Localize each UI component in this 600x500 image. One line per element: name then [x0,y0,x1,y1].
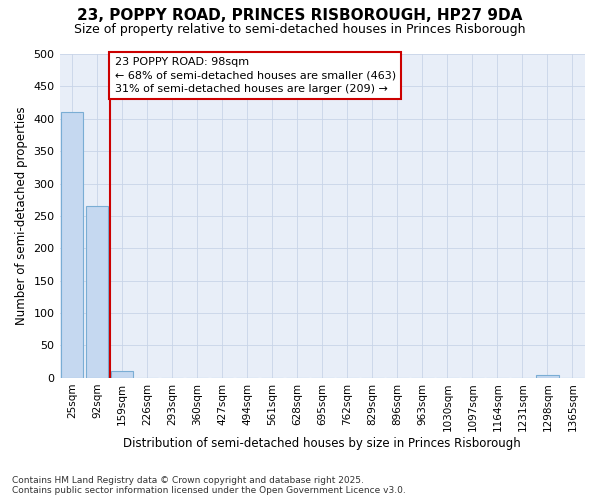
Text: 23, POPPY ROAD, PRINCES RISBOROUGH, HP27 9DA: 23, POPPY ROAD, PRINCES RISBOROUGH, HP27… [77,8,523,22]
X-axis label: Distribution of semi-detached houses by size in Princes Risborough: Distribution of semi-detached houses by … [124,437,521,450]
Bar [536,374,559,378]
Bar [61,112,83,378]
Text: Size of property relative to semi-detached houses in Princes Risborough: Size of property relative to semi-detach… [74,22,526,36]
Bar [111,372,133,378]
Bar [86,206,109,378]
Text: Contains HM Land Registry data © Crown copyright and database right 2025.
Contai: Contains HM Land Registry data © Crown c… [12,476,406,495]
Y-axis label: Number of semi-detached properties: Number of semi-detached properties [15,106,28,325]
Text: 23 POPPY ROAD: 98sqm
← 68% of semi-detached houses are smaller (463)
31% of semi: 23 POPPY ROAD: 98sqm ← 68% of semi-detac… [115,57,396,94]
